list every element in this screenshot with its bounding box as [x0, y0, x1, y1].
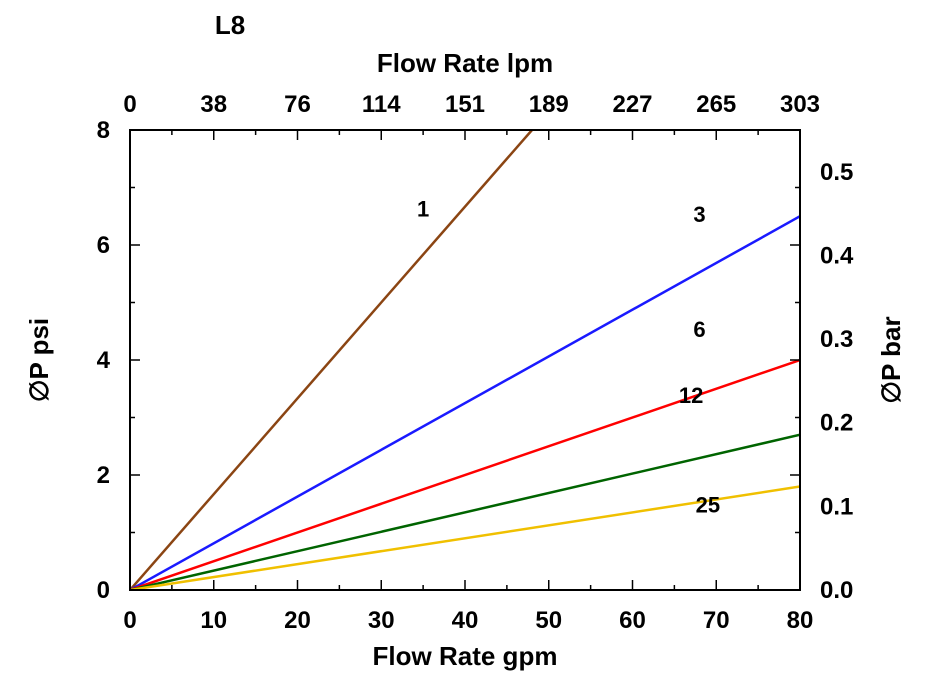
x-top-tick-label: 265: [696, 91, 736, 118]
x-bottom-tick-label: 70: [703, 607, 730, 634]
y-right-tick-label: 0.4: [820, 242, 854, 269]
x-bottom-tick-label: 60: [619, 607, 646, 634]
chart-title: L8: [215, 10, 245, 40]
x-top-axis-label: Flow Rate lpm: [377, 48, 553, 78]
x-bottom-tick-label: 30: [368, 607, 395, 634]
x-bottom-tick-label: 50: [535, 607, 562, 634]
y-right-tick-label: 0.1: [820, 493, 853, 520]
x-top-tick-label: 227: [612, 91, 652, 118]
y-left-tick-label: 8: [97, 117, 110, 144]
y-right-tick-label: 0.3: [820, 326, 853, 353]
series-label-3: 3: [693, 202, 705, 227]
x-top-tick-label: 38: [200, 91, 227, 118]
y-left-tick-label: 4: [97, 347, 111, 374]
y-right-tick-label: 0.0: [820, 577, 853, 604]
series-label-12: 12: [679, 383, 703, 408]
x-top-tick-label: 0: [123, 91, 136, 118]
y-left-axis-label: ∅P psi: [24, 318, 54, 402]
x-bottom-tick-label: 80: [787, 607, 814, 634]
y-right-tick-label: 0.2: [820, 410, 853, 437]
x-bottom-axis-label: Flow Rate gpm: [373, 641, 558, 671]
x-bottom-tick-label: 0: [123, 607, 136, 634]
pressure-flow-chart: 0102030405060708003876114151189227265303…: [0, 0, 934, 700]
y-right-tick-label: 0.5: [820, 159, 853, 186]
x-bottom-tick-label: 10: [200, 607, 227, 634]
y-left-tick-label: 2: [97, 462, 110, 489]
y-left-tick-label: 6: [97, 232, 110, 259]
x-top-tick-label: 303: [780, 91, 820, 118]
x-bottom-tick-label: 40: [452, 607, 479, 634]
x-top-tick-label: 76: [284, 91, 311, 118]
chart-container: 0102030405060708003876114151189227265303…: [0, 0, 934, 700]
x-top-tick-label: 189: [529, 91, 569, 118]
y-right-axis-label: ∅P bar: [876, 316, 906, 403]
y-left-tick-label: 0: [97, 577, 110, 604]
series-label-6: 6: [693, 317, 705, 342]
x-top-tick-label: 114: [362, 91, 401, 118]
x-bottom-tick-label: 20: [284, 607, 311, 634]
x-top-tick-label: 151: [445, 91, 485, 118]
series-label-1: 1: [417, 196, 429, 221]
series-label-25: 25: [696, 492, 720, 517]
